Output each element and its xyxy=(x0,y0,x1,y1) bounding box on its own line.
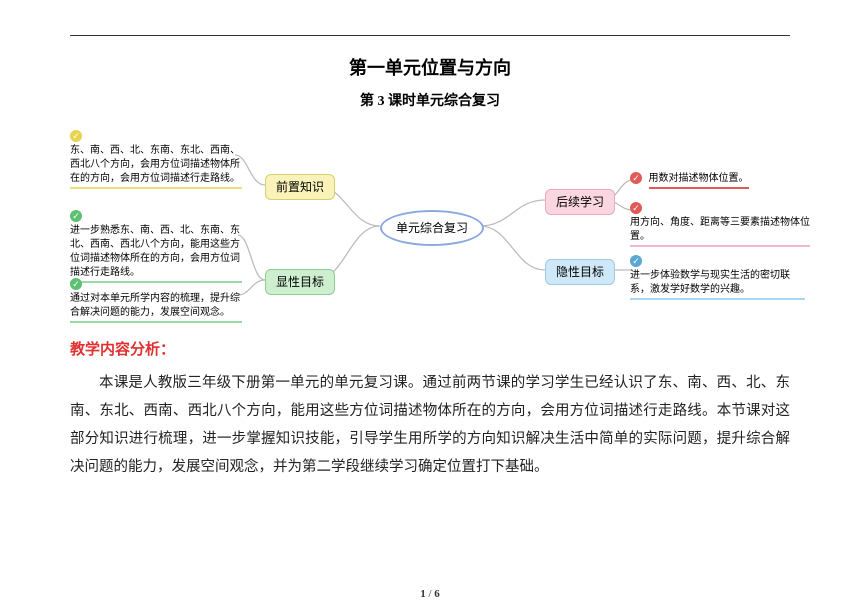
page-title: 第一单元位置与方向 xyxy=(70,54,790,80)
node-hid-label: 隐性目标 xyxy=(556,265,604,279)
node-pre-knowledge: 前置知识 xyxy=(265,174,335,200)
page-footer: 1 / 6 xyxy=(0,588,860,600)
check-icon: ✓ xyxy=(70,278,82,290)
node-explicit-goal: 显性目标 xyxy=(265,269,335,295)
page-total: 6 xyxy=(434,588,440,600)
body-paragraph: 本课是人教版三年级下册第一单元的单元复习课。通过前两节课的学习学生已经认识了东、… xyxy=(70,369,790,481)
leaf-post1: ✓ 用数对描述物体位置。 xyxy=(630,172,795,189)
mindmap-diagram: 单元综合复习 前置知识 显性目标 后续学习 隐性目标 ✓ 东、南、西、北、东南、… xyxy=(70,120,790,320)
node-pre-label: 前置知识 xyxy=(276,180,324,194)
node-hidden-goal: 隐性目标 xyxy=(545,259,615,285)
check-icon: ✓ xyxy=(70,210,82,222)
leaf-exp2: ✓ 通过对本单元所学内容的梳理，提升综合解决问题的能力，发展空间观念。 xyxy=(70,278,242,323)
check-icon: ✓ xyxy=(630,202,642,214)
node-post-label: 后续学习 xyxy=(556,195,604,209)
leaf-pre1: ✓ 东、南、西、北、东南、东北、西南、西北八个方向，会用方位词描述物体所在的方向… xyxy=(70,130,242,189)
leaf-hid1: ✓ 进一步体验数学与现实生活的密切联系，激发学好数学的兴趣。 xyxy=(630,255,805,300)
leaf-exp1: ✓ 进一步熟悉东、南、西、北、东南、东北、西南、西北八个方向，能用这些方位词描述… xyxy=(70,210,242,283)
check-icon: ✓ xyxy=(630,172,642,184)
check-icon: ✓ xyxy=(70,130,82,142)
section-heading: 教学内容分析： xyxy=(70,338,790,359)
node-exp-label: 显性目标 xyxy=(276,275,324,289)
node-followup: 后续学习 xyxy=(545,189,615,215)
check-icon: ✓ xyxy=(630,255,642,267)
center-node: 单元综合复习 xyxy=(380,210,484,246)
page-subtitle: 第 3 课时单元综合复习 xyxy=(70,90,790,110)
leaf-post2: ✓ 用方向、角度、距离等三要素描述物体位置。 xyxy=(630,202,810,247)
